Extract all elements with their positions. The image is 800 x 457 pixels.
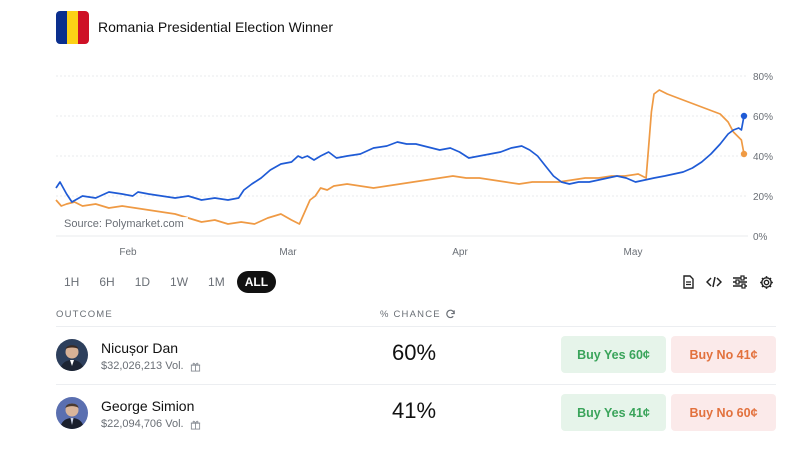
avatar-george-simion — [56, 397, 88, 429]
range-6h[interactable]: 6H — [99, 275, 115, 289]
buy-yes-button[interactable]: Buy Yes 41¢ — [561, 394, 666, 431]
time-range-selector: 1H 6H 1D 1W 1M ALL — [56, 271, 277, 293]
range-all[interactable]: ALL — [236, 271, 277, 293]
buy-no-button[interactable]: Buy No 41¢ — [671, 336, 776, 373]
x-tick-label: Feb — [119, 247, 137, 258]
market-title: Romania Presidential Election Winner — [98, 19, 333, 35]
y-tick-label: 20% — [753, 192, 773, 203]
x-tick-label: Mar — [279, 247, 297, 258]
chart-svg[interactable]: 0% 20% 40% 60% 80% Feb Mar Apr May — [0, 0, 800, 260]
outcome-column-header: OUTCOME — [56, 309, 113, 320]
volume-text: $32,026,213 Vol. — [101, 360, 184, 372]
outcome-table-header: OUTCOME % CHANCE — [56, 306, 776, 326]
chance-column-header: % CHANCE — [380, 309, 456, 320]
range-1w[interactable]: 1W — [170, 275, 189, 289]
chart-source: Source: Polymarket.com — [60, 217, 188, 231]
price-chart[interactable]: 0% 20% 40% 60% 80% Feb Mar Apr May — [0, 0, 800, 260]
chance-column-label: % CHANCE — [380, 309, 441, 320]
romania-flag — [56, 10, 89, 44]
candidate-name: George Simion — [101, 398, 195, 414]
y-tick-label: 40% — [753, 152, 773, 163]
market-header: Romania Presidential Election Winner — [56, 10, 333, 44]
y-tick-label: 0% — [753, 232, 768, 243]
document-icon[interactable] — [680, 274, 696, 290]
candidate-name: Nicușor Dan — [101, 340, 179, 356]
buy-yes-button[interactable]: Buy Yes 60¢ — [561, 336, 666, 373]
range-1h[interactable]: 1H — [64, 275, 80, 289]
sliders-icon[interactable] — [732, 274, 748, 290]
divider — [56, 384, 776, 385]
outcome-row[interactable]: George Simion $22,094,706 Vol. 41% Buy Y… — [56, 385, 776, 441]
gift-icon[interactable] — [190, 361, 201, 372]
series-endpoint — [740, 112, 748, 120]
range-1d[interactable]: 1D — [134, 275, 151, 289]
gear-icon[interactable] — [758, 274, 774, 290]
y-tick-label: 80% — [753, 72, 773, 83]
volume-text: $22,094,706 Vol. — [101, 418, 184, 430]
x-tick-label: May — [624, 247, 643, 258]
avatar-nicusor-dan — [56, 339, 88, 371]
divider — [56, 326, 776, 327]
y-tick-label: 60% — [753, 112, 773, 123]
refresh-icon[interactable] — [445, 309, 456, 320]
gift-icon[interactable] — [190, 419, 201, 430]
outcome-row[interactable]: Nicușor Dan $32,026,213 Vol. 60% Buy Yes… — [56, 327, 776, 383]
candidate-volume: $32,026,213 Vol. — [101, 360, 201, 372]
series-endpoint — [740, 150, 748, 158]
buy-no-button[interactable]: Buy No 60¢ — [671, 394, 776, 431]
chance-percent: 60% — [392, 340, 437, 365]
chance-percent: 41% — [392, 398, 437, 423]
x-tick-label: Apr — [452, 247, 468, 258]
candidate-volume: $22,094,706 Vol. — [101, 418, 201, 430]
code-icon[interactable] — [706, 274, 722, 290]
range-1m[interactable]: 1M — [208, 275, 225, 289]
series-line-nicu-or-dan[interactable] — [55, 115, 745, 203]
chart-toolbar — [680, 274, 774, 290]
series-line-george-simion[interactable] — [55, 89, 745, 225]
